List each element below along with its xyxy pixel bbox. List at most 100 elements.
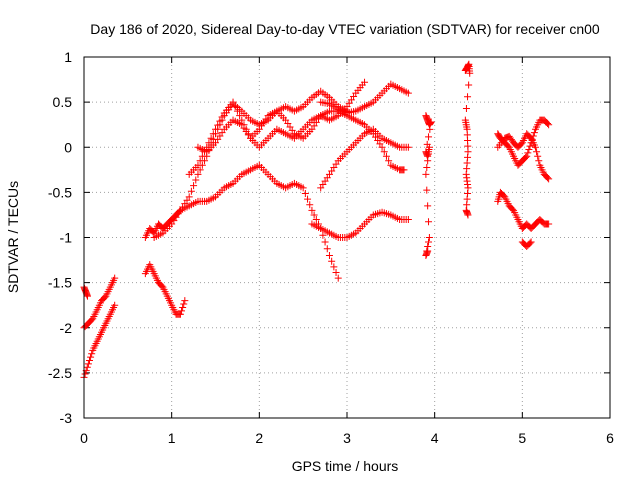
data-point — [522, 153, 530, 161]
data-point — [176, 310, 184, 318]
data-point — [525, 146, 533, 154]
data-point — [334, 274, 342, 282]
data-point — [179, 303, 187, 311]
data-point — [178, 307, 186, 315]
data-point — [523, 152, 531, 160]
data-point — [187, 187, 195, 195]
data-point — [424, 157, 432, 165]
data-point — [385, 157, 393, 165]
data-point — [400, 166, 408, 174]
data-point — [238, 116, 246, 124]
data-point — [423, 186, 431, 194]
data-point — [466, 69, 474, 77]
data-point — [425, 234, 433, 241]
data-point — [214, 121, 222, 129]
series-track-f — [150, 87, 351, 241]
data-point — [544, 174, 552, 182]
data-point — [382, 152, 390, 160]
data-point — [81, 370, 89, 378]
series-track-q — [518, 238, 535, 251]
data-point — [84, 360, 92, 368]
data-point — [203, 143, 211, 151]
data-point — [464, 93, 472, 101]
data-point — [423, 164, 431, 172]
data-point — [190, 182, 198, 190]
data-point — [535, 157, 543, 165]
data-point — [330, 263, 338, 271]
data-point — [216, 117, 224, 125]
data-point — [244, 130, 252, 138]
data-point — [229, 98, 237, 106]
data-point — [111, 274, 119, 282]
y-tick-label: -2 — [60, 320, 73, 336]
data-point — [85, 356, 93, 364]
y-tick-label: -0.5 — [48, 184, 72, 200]
series-track-j — [317, 125, 412, 192]
data-point — [425, 238, 433, 246]
data-point — [524, 149, 532, 157]
x-tick-label: 4 — [431, 430, 439, 446]
data-point — [404, 215, 412, 223]
x-tick-label: 0 — [80, 430, 88, 446]
y-tick-label: 0 — [64, 139, 72, 155]
data-point — [544, 120, 552, 128]
data-point — [192, 176, 200, 184]
data-point — [88, 350, 96, 358]
y-tick-label: -1 — [60, 230, 73, 246]
x-tick-label: 3 — [343, 430, 351, 446]
x-tick-label: 5 — [518, 430, 526, 446]
plot-frame — [83, 56, 611, 419]
data-point — [321, 238, 329, 246]
series-track-n — [494, 116, 553, 169]
data-point — [205, 139, 213, 147]
data-point — [194, 161, 202, 169]
data-point — [328, 257, 336, 265]
data-point — [427, 118, 435, 126]
data-point — [308, 206, 316, 214]
data-point — [231, 103, 239, 111]
data-point — [233, 107, 241, 115]
data-point — [534, 152, 542, 160]
series-track-m — [461, 60, 474, 219]
data-point — [236, 112, 244, 120]
data-points — [80, 60, 553, 381]
data-point — [465, 81, 473, 89]
data-point — [361, 78, 369, 86]
x-tick-label: 2 — [255, 430, 263, 446]
series-track-e — [141, 261, 189, 318]
data-point — [422, 170, 430, 178]
data-point — [526, 142, 534, 150]
data-point — [531, 143, 539, 151]
data-point — [240, 121, 248, 129]
x-axis-label: GPS time / hours — [292, 458, 399, 474]
tick-labels: 0 1 2 3 4 5 6 -3 -2.5 -2 -1.5 -1 -0.5 0 0.5 1 — [48, 49, 614, 446]
series-track-b — [80, 274, 119, 332]
data-point — [404, 143, 412, 151]
data-point — [425, 143, 433, 151]
series-track-c — [80, 283, 92, 300]
data-point — [198, 152, 206, 160]
data-point — [545, 121, 553, 129]
y-axis-label: SDTVAR / TECUs — [5, 181, 21, 293]
data-point — [425, 133, 433, 141]
data-point — [181, 297, 189, 305]
y-tick-label: 1 — [64, 49, 72, 65]
data-point — [194, 170, 202, 178]
data-point — [83, 363, 91, 371]
data-point — [424, 202, 432, 210]
series-track-a — [80, 301, 119, 381]
data-point — [185, 193, 193, 201]
data-point — [312, 215, 320, 223]
data-point — [530, 129, 538, 137]
data-point — [527, 238, 535, 246]
data-point — [323, 245, 331, 253]
y-tick-label: -2.5 — [48, 365, 72, 381]
data-point — [196, 157, 204, 165]
data-point — [464, 211, 472, 219]
data-point — [378, 143, 386, 151]
series-track-i — [317, 80, 412, 117]
data-point — [332, 268, 340, 276]
data-point — [180, 300, 188, 308]
data-point — [304, 195, 312, 203]
